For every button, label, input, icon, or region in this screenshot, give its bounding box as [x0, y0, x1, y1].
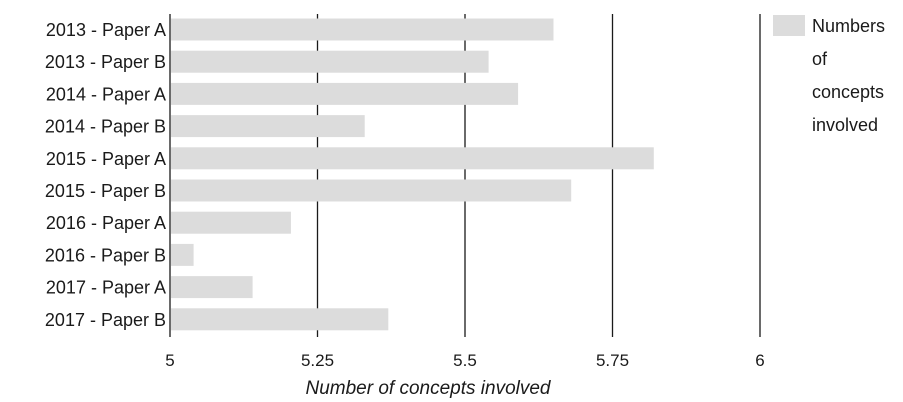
legend-text-line-2: concepts	[812, 82, 884, 102]
bar-7	[171, 243, 194, 266]
bar-9	[171, 308, 389, 331]
category-label-5: 2015 - Paper B	[45, 181, 166, 201]
bar-8	[171, 276, 253, 299]
legend: Numbers of concepts involved	[773, 15, 885, 135]
category-label-7: 2016 - Paper B	[45, 245, 166, 265]
category-labels: 2013 - Paper A 2013 - Paper B 2014 - Paper…	[45, 20, 166, 330]
bar-6	[171, 211, 291, 234]
bar-3	[171, 115, 365, 138]
x-tick-label-1: 5.25	[301, 351, 334, 370]
legend-label: Numbers of concepts involved	[812, 16, 885, 135]
category-label-4: 2015 - Paper A	[46, 149, 166, 169]
legend-text-line-1: of	[812, 49, 828, 69]
bar-1	[171, 50, 489, 73]
legend-swatch	[773, 15, 805, 36]
x-tick-label-4: 6	[755, 351, 764, 370]
x-tick-label-2: 5.5	[453, 351, 477, 370]
x-tick-label-3: 5.75	[596, 351, 629, 370]
category-label-2: 2014 - Paper A	[46, 84, 166, 104]
legend-text-line-0: Numbers	[812, 16, 885, 36]
bar-4	[171, 147, 654, 170]
category-label-3: 2014 - Paper B	[45, 117, 166, 137]
legend-text-line-3: involved	[812, 115, 878, 135]
x-tick-label-0: 5	[165, 351, 174, 370]
category-label-6: 2016 - Paper A	[46, 213, 166, 233]
bar-5	[171, 179, 572, 202]
bar-0	[171, 18, 554, 41]
category-label-0: 2013 - Paper A	[46, 20, 166, 40]
category-label-1: 2013 - Paper B	[45, 52, 166, 72]
x-tick-labels: 5 5.25 5.5 5.75 6	[165, 351, 764, 370]
bars	[171, 18, 654, 331]
x-axis-title: Number of concepts involved	[305, 378, 551, 399]
category-label-8: 2017 - Paper A	[46, 278, 166, 298]
bar-2	[171, 82, 519, 105]
category-label-9: 2017 - Paper B	[45, 310, 166, 330]
